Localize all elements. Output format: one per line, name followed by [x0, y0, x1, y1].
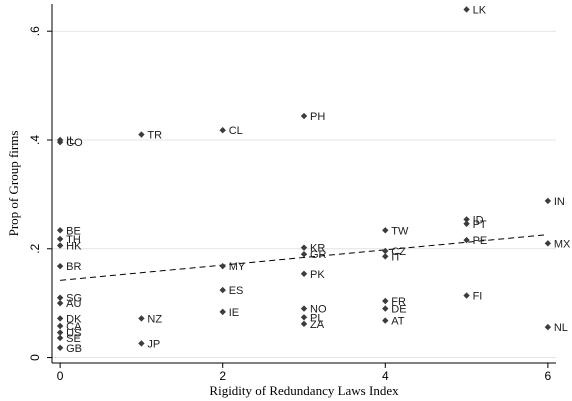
point-label-fr: FR — [391, 296, 406, 308]
point-tr — [138, 131, 145, 138]
point-label-pe: PE — [473, 235, 488, 247]
point-au — [56, 299, 64, 307]
point-fi — [463, 292, 470, 299]
point-label-nl: NL — [554, 322, 568, 334]
point-lk — [463, 6, 470, 13]
y-tick-label: .2 — [28, 243, 42, 253]
gridlines — [52, 30, 556, 359]
x-tick-label: 0 — [57, 369, 64, 383]
fit-line — [60, 234, 548, 281]
point-label-lk: LK — [473, 4, 487, 16]
point-de — [382, 305, 389, 312]
point-be — [56, 227, 64, 234]
point-my — [219, 262, 226, 270]
point-label-dk: DK — [66, 313, 82, 325]
fit-line-layer — [60, 234, 548, 281]
point-label-kr: KR — [310, 243, 325, 255]
point-label-ph: PH — [310, 111, 325, 123]
point-label-no: NO — [310, 304, 327, 316]
point-label-th: TH — [66, 234, 81, 246]
point-label-tr: TR — [147, 130, 162, 142]
point-label-it: IT — [391, 251, 401, 263]
point-label-at: AT — [391, 316, 405, 328]
point-th — [56, 235, 64, 243]
axes — [51, 4, 556, 364]
point-dk — [56, 315, 64, 322]
point-label-in: IN — [554, 196, 565, 208]
point-label-br: BR — [66, 261, 81, 273]
point-hk — [56, 242, 64, 249]
point-label-be: BE — [66, 225, 81, 237]
point-pl — [300, 314, 308, 321]
point-es — [219, 286, 226, 294]
point-label-nz: NZ — [147, 313, 162, 325]
point-label-jp: JP — [147, 338, 160, 350]
point-gr — [300, 251, 308, 258]
y-tick-label: 0 — [28, 354, 42, 361]
point-label-au: AU — [66, 298, 81, 310]
point-at — [382, 317, 389, 324]
point-label-za: ZA — [310, 319, 325, 331]
point-label-gr: GR — [310, 249, 327, 261]
point-mx — [544, 240, 552, 247]
point-it — [382, 253, 389, 260]
point-ie — [219, 308, 226, 316]
point-label-de: DE — [391, 304, 406, 316]
x-tick-label: 2 — [219, 369, 226, 383]
point-label-my: MY — [229, 261, 246, 273]
point-label-fi: FI — [473, 291, 483, 303]
point-no — [300, 305, 308, 312]
point-pe — [463, 236, 470, 244]
point-label-co: CO — [66, 137, 83, 149]
y-axis-title: Prop of Group firms — [6, 131, 21, 237]
tick-layer: 0 2 4 6 0 .2 .4 .6 — [28, 26, 552, 383]
point-sg — [56, 294, 64, 301]
point-cl — [219, 126, 226, 134]
point-pk — [300, 270, 308, 277]
point-label-gb: GB — [66, 343, 82, 355]
point-label-sg: SG — [66, 293, 82, 305]
point-jp — [138, 340, 145, 347]
x-tick-label: 6 — [545, 369, 552, 383]
point-ca — [56, 322, 64, 330]
point-in — [544, 197, 552, 205]
point-ph — [300, 112, 308, 120]
point-label-hk: HK — [66, 241, 82, 253]
point-pt — [463, 220, 470, 227]
point-id — [463, 216, 470, 223]
point-nl — [544, 323, 552, 331]
point-label-es: ES — [229, 285, 244, 297]
point-label-ca: CA — [66, 321, 82, 333]
point-label-cz: CZ — [391, 246, 406, 258]
point-label-cl: CL — [229, 125, 243, 137]
point-cz — [382, 247, 389, 255]
point-tw — [382, 227, 389, 234]
x-axis-title: Rigidity of Redundancy Laws Index — [209, 383, 399, 398]
point-label-il: IL — [66, 135, 75, 147]
point-label-pt: PT — [473, 219, 487, 231]
point-nz — [138, 315, 145, 322]
point-us — [56, 329, 64, 336]
point-br — [56, 262, 64, 270]
point-label-pk: PK — [310, 269, 325, 281]
point-kr — [300, 244, 308, 251]
point-label-id: ID — [473, 214, 484, 226]
point-gb — [56, 344, 64, 351]
point-co — [56, 138, 64, 146]
point-za — [300, 320, 308, 328]
x-tick-label: 4 — [382, 369, 389, 383]
point-label-se: SE — [66, 333, 81, 345]
point-se — [56, 334, 64, 342]
point-fr — [382, 297, 389, 305]
y-tick-label: .4 — [28, 135, 42, 145]
point-label-tw: TW — [391, 225, 409, 237]
point-label-mx: MX — [554, 238, 571, 250]
point-label-us: US — [66, 328, 81, 340]
point-label-pl: PL — [310, 312, 323, 324]
y-tick-label: .6 — [28, 26, 42, 36]
point-label-ie: IE — [229, 307, 239, 319]
